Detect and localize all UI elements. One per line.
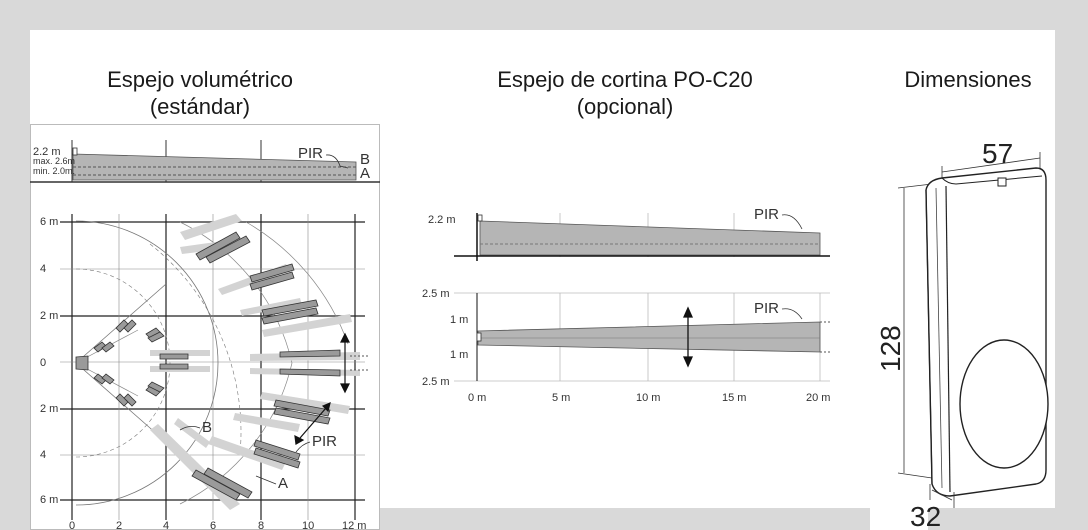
top-label-a: A: [278, 475, 288, 492]
curtain-x-label: 20 m: [806, 392, 830, 404]
device-tab: [997, 177, 1007, 187]
width-dimension: 57: [941, 138, 1041, 180]
curtain-top-arrow: [682, 306, 694, 368]
side-label-min: min. 2.0m.: [33, 166, 75, 176]
volumetric-title-line1: Espejo volumétrico: [107, 67, 293, 92]
depth-dimension: 32: [910, 484, 955, 528]
top-label-pir: PIR: [312, 433, 337, 450]
volumetric-title: Espejo volumétrico (estándar): [50, 66, 350, 120]
top-a-leader: [255, 475, 277, 485]
curtain-side-label-pir: PIR: [754, 206, 779, 223]
curtain-title-line1: Espejo de cortina PO-C20: [497, 67, 753, 92]
background-strip: [380, 508, 870, 530]
height-dimension: 128: [875, 183, 933, 479]
curtain-side-sensor: [477, 214, 483, 222]
top-y-label: 4: [40, 263, 46, 275]
depth-value: 32: [910, 501, 941, 528]
top-y-label: 2 m: [40, 403, 58, 415]
top-pir-leader: [295, 441, 311, 453]
top-x-label: 2: [116, 520, 122, 530]
side-label-b: B: [360, 151, 370, 168]
curtain-top-y-label: 2.5 m: [422, 376, 450, 388]
top-x-label: 12 m: [342, 520, 366, 530]
curtain-top-label-pir: PIR: [754, 300, 779, 317]
curtain-side-label-22: 2.2 m: [428, 214, 456, 226]
curtain-x-label: 5 m: [552, 392, 570, 404]
curtain-top-sensor: [476, 332, 482, 342]
volumetric-title-line2: (estándar): [149, 94, 251, 119]
volumetric-top-view: 6 m 4 2 m 0 2 m 4 6 m 0 2 4 6 8 10 12 m …: [40, 214, 368, 530]
top-view-grid: [60, 214, 365, 520]
curtain-top-view: 2.5 m 2.5 m 1 m 1 m PIR 0 m 5 m 10 m 15 …: [422, 288, 832, 404]
curtain-top-one-m: 1 m: [450, 314, 468, 326]
top-view-arrows: [294, 332, 350, 445]
top-label-b: B: [202, 419, 212, 436]
top-y-label: 6 m: [40, 216, 58, 228]
top-view-zones: [75, 231, 341, 501]
curtain-x-label: 0 m: [468, 392, 486, 404]
top-x-label: 8: [258, 520, 264, 530]
width-value: 57: [982, 138, 1013, 169]
curtain-side-view: 2.2 m PIR: [428, 206, 830, 261]
side-label-pir: PIR: [298, 145, 323, 162]
side-label-max: max. 2.6m: [33, 156, 75, 166]
device-lens: [959, 339, 1049, 469]
dimensions-title: Dimensiones: [868, 66, 1068, 93]
height-value: 128: [875, 325, 906, 372]
curtain-x-label: 15 m: [722, 392, 746, 404]
volumetric-diagram: 2.2 m max. 2.6m min. 2.0m. PIR B A: [30, 124, 380, 530]
device-body: [925, 167, 1049, 497]
top-y-label: 4: [40, 449, 46, 461]
curtain-top-y-label: 2.5 m: [422, 288, 450, 300]
curtain-side-pir-leader: [781, 214, 803, 230]
side-label-a: A: [360, 165, 370, 182]
curtain-top-grid: [454, 292, 830, 382]
curtain-top-pir-leader: [781, 308, 803, 320]
curtain-x-label: 10 m: [636, 392, 660, 404]
top-view-minor-grid: [60, 214, 365, 520]
volumetric-frame: [30, 124, 380, 530]
top-x-label: 4: [163, 520, 169, 530]
curtain-top-zone: [477, 321, 821, 353]
curtain-title-line2: (opcional): [576, 94, 674, 119]
volumetric-side-view: 2.2 m max. 2.6m min. 2.0m. PIR B A: [30, 140, 380, 183]
top-view-dashed-arcs: [75, 243, 242, 458]
curtain-side-zone: [479, 220, 821, 256]
side-pir-leader: [325, 154, 349, 169]
top-x-label: 0: [69, 520, 75, 530]
curtain-diagram: 2.2 m PIR 2.5 m 2.5 m 1 m 1 m PIR 0 m: [422, 206, 832, 404]
side-sensor: [72, 147, 78, 156]
top-x-label: 10: [302, 520, 314, 530]
top-b-leader: [179, 426, 201, 431]
top-y-label: 6 m: [40, 494, 58, 506]
side-label-22: 2.2 m: [33, 146, 61, 158]
top-y-label: 0: [40, 357, 46, 369]
top-y-label: 2 m: [40, 310, 58, 322]
curtain-title: Espejo de cortina PO-C20 (opcional): [460, 66, 790, 120]
top-x-label: 6: [210, 520, 216, 530]
background-strip: [928, 508, 1088, 530]
dimensions-drawing: 57 128 32: [875, 138, 1049, 528]
dimensions-title-text: Dimensiones: [904, 67, 1032, 92]
curtain-top-one-m: 1 m: [450, 349, 468, 361]
